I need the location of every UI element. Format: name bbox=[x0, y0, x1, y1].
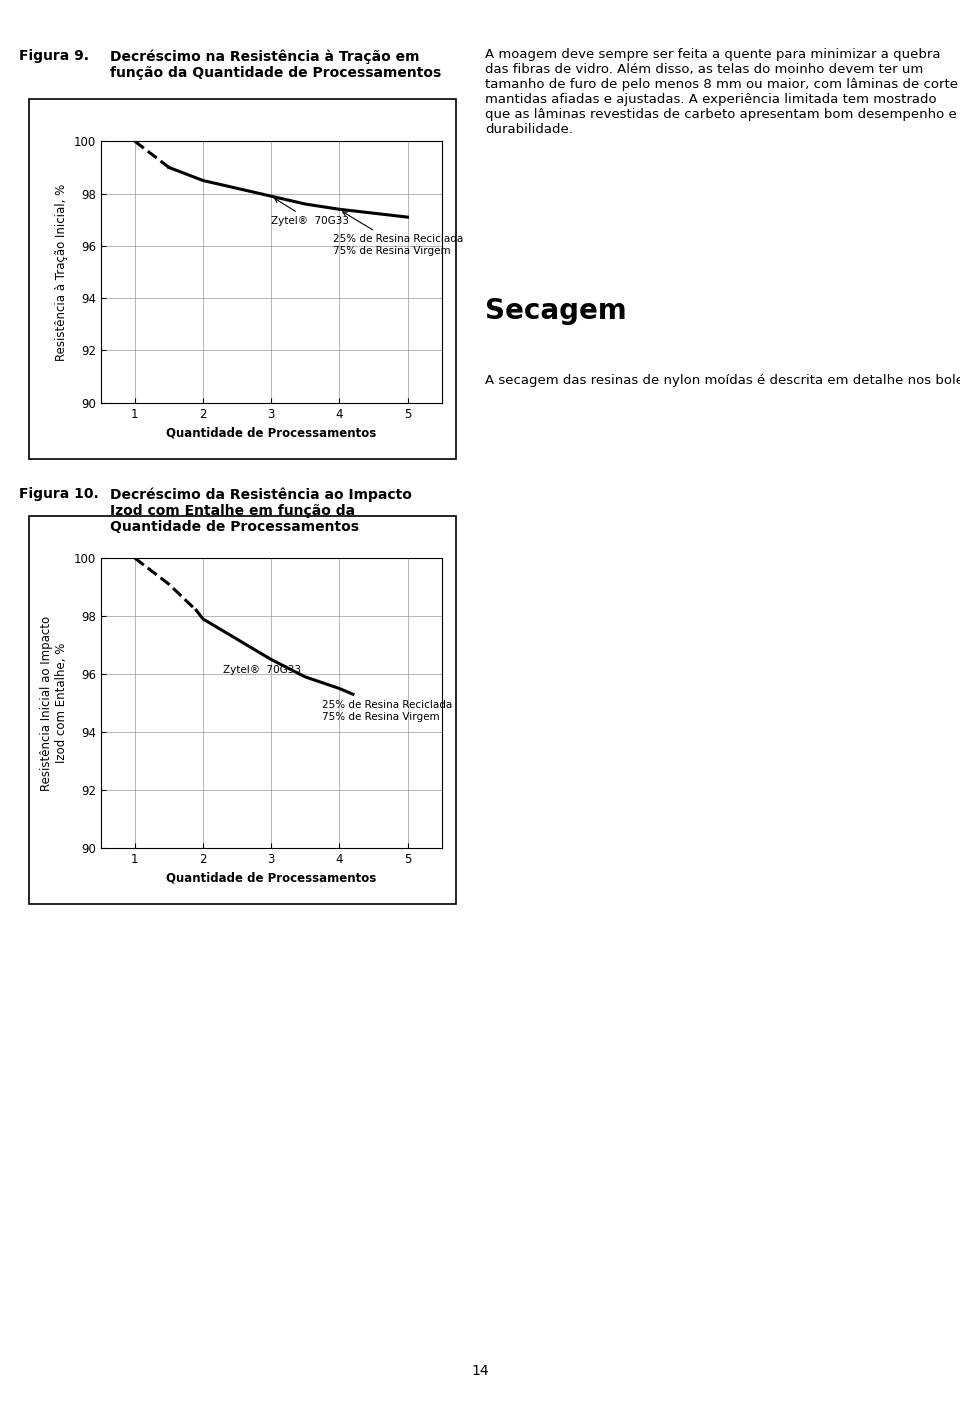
Text: Decréscimo na Resistência à Tração em
função da Quantidade de Processamentos: Decréscimo na Resistência à Tração em fu… bbox=[110, 49, 442, 81]
Text: Decréscimo da Resistência ao Impacto
Izod com Entalhe em função da
Quantidade de: Decréscimo da Resistência ao Impacto Izo… bbox=[110, 487, 412, 534]
Text: 14: 14 bbox=[471, 1364, 489, 1378]
Text: 25% de Resina Reciclada
75% de Resina Virgem: 25% de Resina Reciclada 75% de Resina Vi… bbox=[332, 212, 463, 256]
X-axis label: Quantidade de Processamentos: Quantidade de Processamentos bbox=[166, 872, 376, 885]
Text: Zytel®  70G33: Zytel® 70G33 bbox=[271, 198, 349, 226]
Text: Zytel®  70G33: Zytel® 70G33 bbox=[224, 666, 301, 675]
Text: 25% de Resina Reciclada
75% de Resina Virgem: 25% de Resina Reciclada 75% de Resina Vi… bbox=[323, 699, 452, 722]
Text: A moagem deve sempre ser feita a quente para minimizar a quebra das fibras de vi: A moagem deve sempre ser feita a quente … bbox=[485, 48, 958, 136]
X-axis label: Quantidade de Processamentos: Quantidade de Processamentos bbox=[166, 427, 376, 439]
Text: A secagem das resinas de nylon moídas é descrita em detalhe nos boletins mencion: A secagem das resinas de nylon moídas é … bbox=[485, 374, 960, 387]
Y-axis label: Resistência Inicial ao Impacto
Izod com Entalhe, %: Resistência Inicial ao Impacto Izod com … bbox=[40, 616, 68, 790]
Text: Figura 10.: Figura 10. bbox=[19, 487, 99, 502]
Text: Figura 9.: Figura 9. bbox=[19, 49, 89, 64]
Y-axis label: Resistência à Tração Inicial, %: Resistência à Tração Inicial, % bbox=[55, 184, 68, 360]
Text: Secagem: Secagem bbox=[485, 297, 627, 325]
